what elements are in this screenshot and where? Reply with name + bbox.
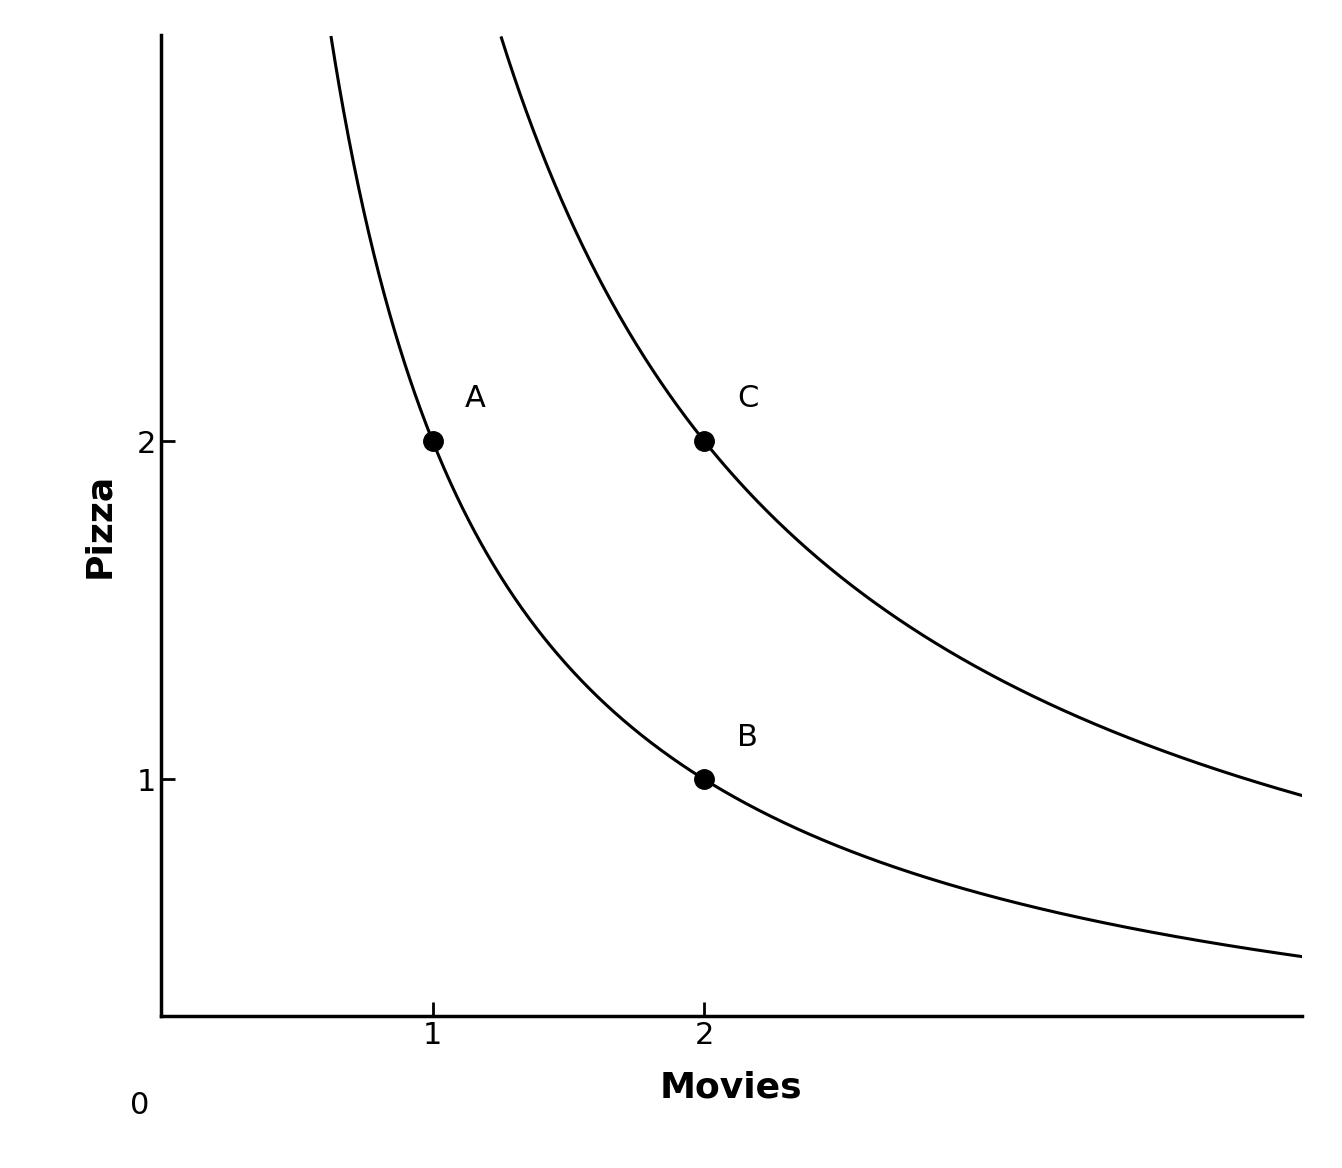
X-axis label: Movies: Movies xyxy=(660,1071,803,1105)
Text: B: B xyxy=(737,723,758,751)
Text: A: A xyxy=(466,384,486,413)
Text: C: C xyxy=(737,384,758,413)
Text: 0: 0 xyxy=(130,1091,149,1120)
Y-axis label: Pizza: Pizza xyxy=(82,473,115,578)
